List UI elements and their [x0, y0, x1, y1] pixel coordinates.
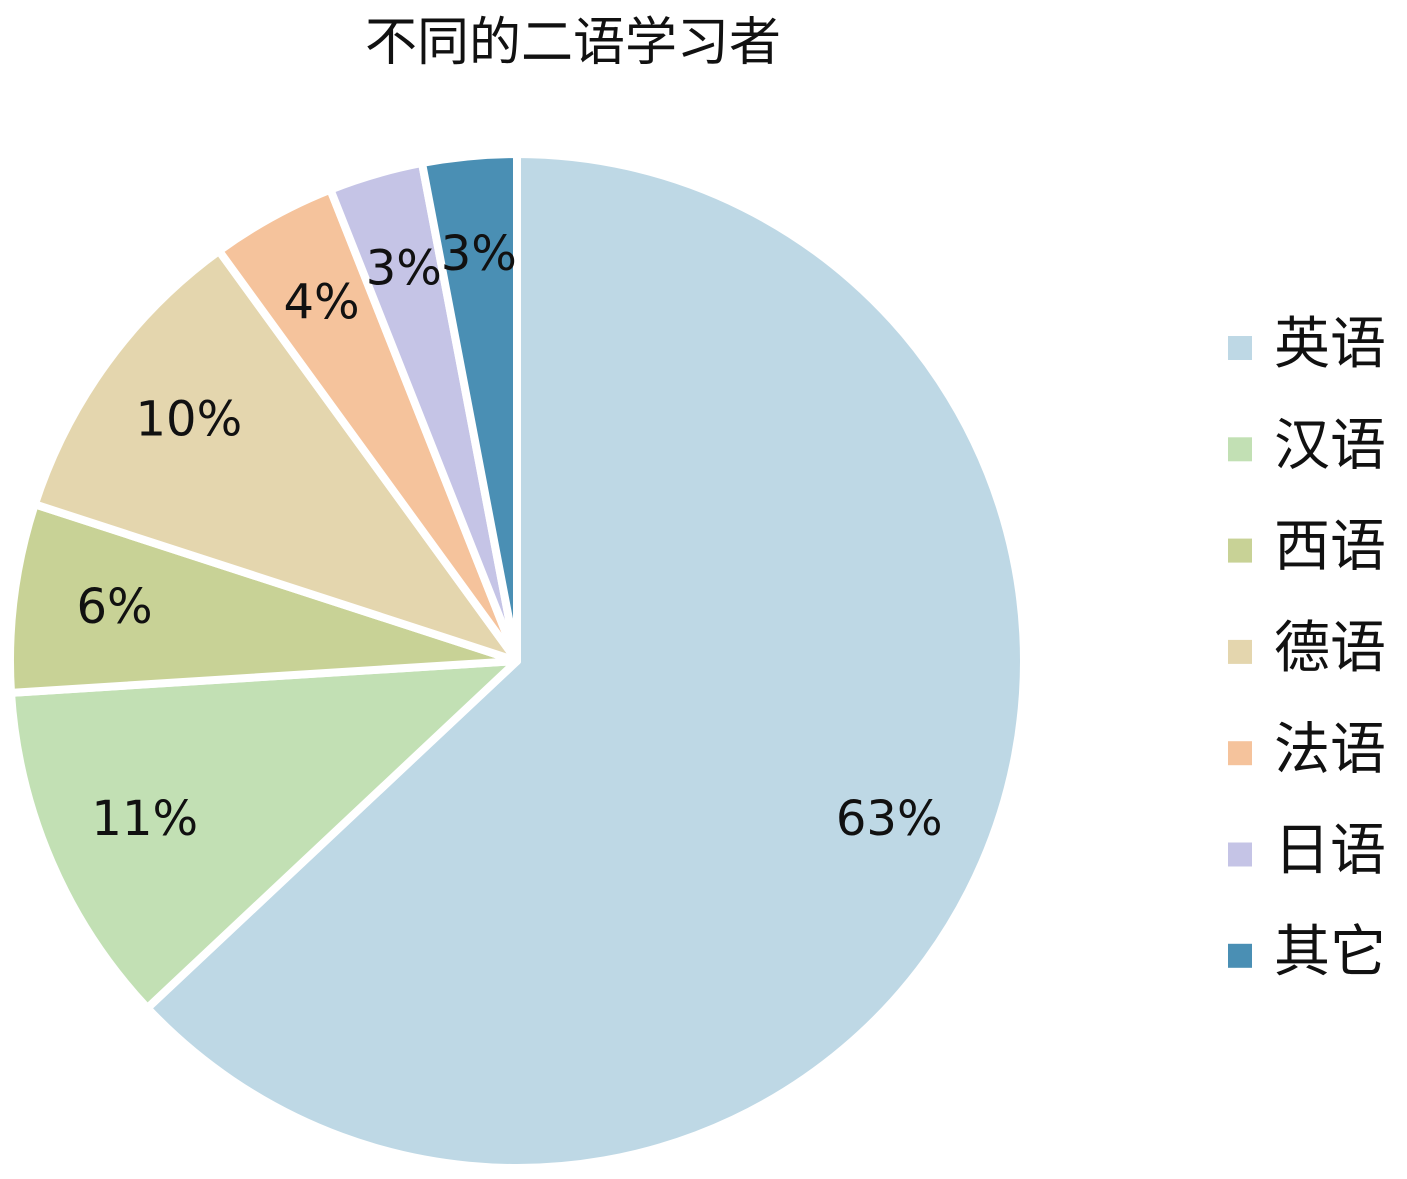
- legend-label: 其它: [1274, 920, 1386, 985]
- pie-slice: [30, 246, 521, 665]
- legend-swatch: [1228, 943, 1252, 968]
- legend-swatch: [1228, 741, 1252, 766]
- legend-label: 法语: [1274, 717, 1386, 782]
- pie-slice: [6, 500, 521, 697]
- legend-swatch: [1228, 336, 1252, 360]
- legend-label: 英语: [1274, 312, 1386, 377]
- legend-label: 日语: [1274, 819, 1386, 884]
- legend-swatch: [1228, 538, 1252, 563]
- legend-swatch: [1228, 639, 1252, 664]
- legend-swatch: [1228, 842, 1252, 867]
- data-label: 3%: [366, 241, 442, 297]
- legend-label: 汉语: [1274, 413, 1386, 478]
- legend-swatch: [1228, 437, 1252, 462]
- pie-slice: [417, 150, 521, 665]
- data-label: 6%: [77, 579, 153, 635]
- data-label: 11%: [91, 791, 198, 847]
- pie-slice: [7, 657, 521, 1013]
- legend-label: 德语: [1274, 616, 1386, 681]
- data-label: 63%: [836, 791, 943, 847]
- data-label: 4%: [284, 275, 360, 331]
- pie-slice: [143, 150, 1028, 1172]
- legend-label: 西语: [1274, 515, 1386, 580]
- data-label: 10%: [136, 392, 243, 448]
- data-label: 3%: [441, 226, 517, 282]
- chart-title: 不同的二语学习者: [365, 13, 781, 73]
